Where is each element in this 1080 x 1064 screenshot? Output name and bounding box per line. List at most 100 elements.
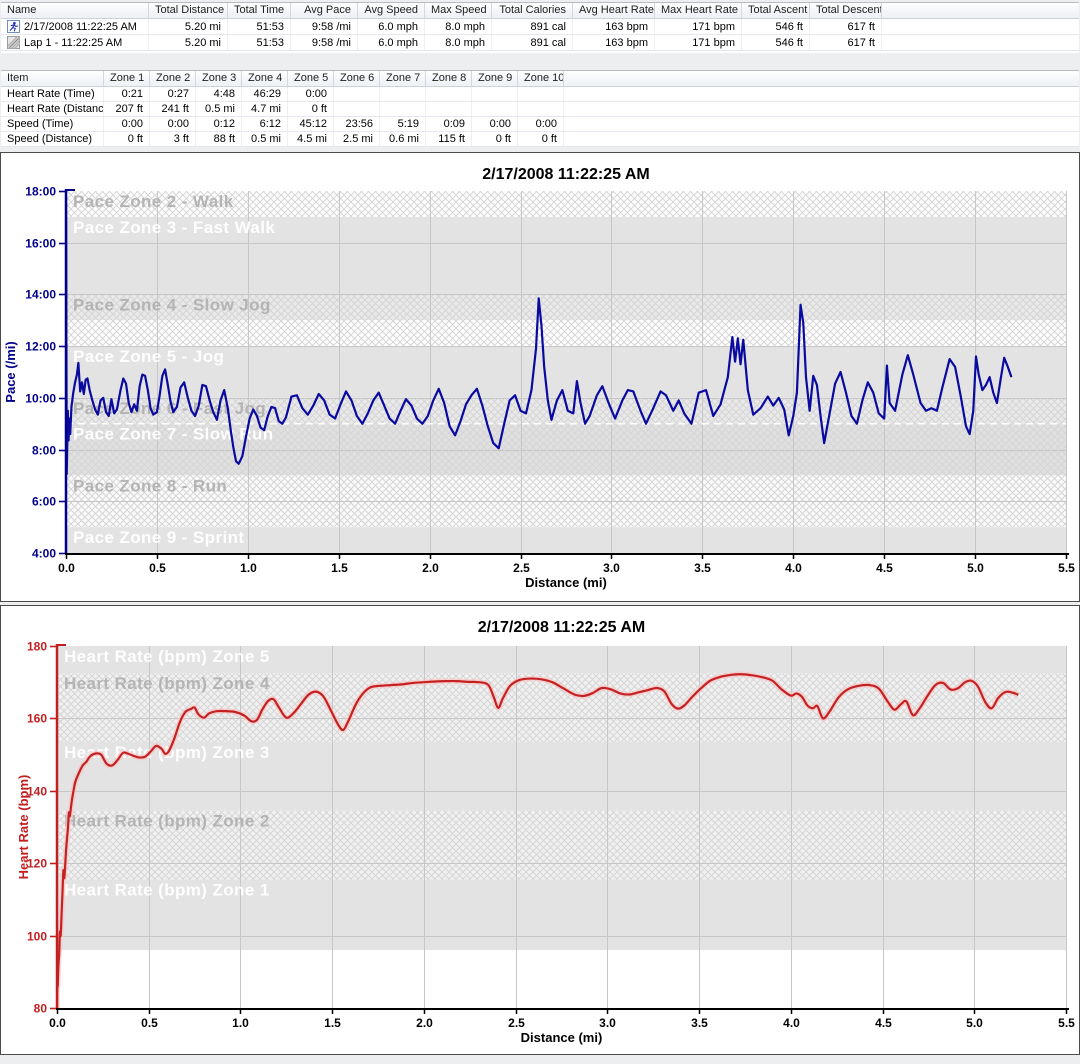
x-tick-label: 5.0 <box>967 561 984 575</box>
table-cell <box>334 102 380 116</box>
table-cell: 0:09 <box>426 117 472 131</box>
table-cell: 617 ft <box>810 19 882 34</box>
column-header[interactable]: Zone 8 <box>426 71 472 86</box>
column-header[interactable]: Zone 10 <box>518 71 564 86</box>
table-cell-text: 0:12 <box>214 118 235 130</box>
table-cell-text: 0.5 mi <box>251 133 281 145</box>
zone-label: Pace Zone 9 - Sprint <box>73 528 244 547</box>
y-axis-title: Heart Rate (bpm) <box>16 775 31 880</box>
x-tick-label: 2.0 <box>422 561 439 575</box>
table-row[interactable]: Heart Rate (Time)0:210:274:4846:290:00 <box>1 87 1079 102</box>
table-cell: 23:56 <box>334 117 380 131</box>
x-tick-label: 1.5 <box>324 1016 341 1030</box>
table-cell-text: Heart Rate (Time) <box>7 88 95 100</box>
column-header[interactable]: Total Distance <box>149 3 228 18</box>
column-header[interactable]: Avg Speed <box>358 3 425 18</box>
table-cell: 115 ft <box>426 132 472 146</box>
table-cell-text: 0:00 <box>306 88 327 100</box>
heart-rate-chart-svg: Heart Rate (bpm) Zone 5Heart Rate (bpm) … <box>1 606 1079 1054</box>
column-header[interactable]: Zone 1 <box>104 71 150 86</box>
table-cell <box>426 87 472 101</box>
column-header[interactable]: Total Time <box>228 3 291 18</box>
table-cell-text: 8.0 mph <box>445 37 485 49</box>
table-cell: 0:00 <box>518 117 564 131</box>
lap-icon <box>7 36 20 49</box>
y-tick-label: 10:00 <box>25 392 56 406</box>
x-tick-label: 1.0 <box>232 1016 249 1030</box>
table-header-row: NameTotal DistanceTotal TimeAvg PaceAvg … <box>1 3 1079 19</box>
column-header[interactable]: Zone 4 <box>242 71 288 86</box>
column-header[interactable]: Name <box>1 3 149 18</box>
table-cell-text: 617 ft <box>847 21 875 33</box>
table-cell <box>426 102 472 116</box>
column-header[interactable]: Total Calories <box>492 3 573 18</box>
table-cell: 0 ft <box>472 132 518 146</box>
table-cell-text: 23:56 <box>345 118 373 130</box>
column-header[interactable]: Total Descent <box>810 3 882 18</box>
table-cell: 0 ft <box>104 132 150 146</box>
y-tick-label: 80 <box>34 1002 48 1016</box>
table-cell: 0:00 <box>288 87 334 101</box>
table-row[interactable]: Lap 1 - 11:22:25 AM5.20 mi51:539:58 /mi6… <box>1 35 1079 51</box>
table-cell-text: 5.20 mi <box>185 37 221 49</box>
table-cell-filler <box>564 102 1079 116</box>
table-cell-filler <box>564 87 1079 101</box>
table-cell-text: 0.5 mi <box>205 103 235 115</box>
table-cell-text: 0 ft <box>542 133 557 145</box>
y-tick-label: 160 <box>27 712 47 726</box>
table-cell <box>380 102 426 116</box>
table-cell: Speed (Time) <box>1 117 104 131</box>
column-header[interactable]: Zone 5 <box>288 71 334 86</box>
table-cell: 163 bpm <box>573 35 655 50</box>
table-row[interactable]: Heart Rate (Distance)207 ft241 ft0.5 mi4… <box>1 102 1079 117</box>
x-tick-label: 4.0 <box>783 1016 800 1030</box>
x-tick-label: 2.0 <box>416 1016 433 1030</box>
table-cell-text: 546 ft <box>775 21 803 33</box>
x-tick-label: 3.0 <box>599 1016 616 1030</box>
column-header[interactable]: Item <box>1 71 104 86</box>
x-tick-label: 1.5 <box>331 561 348 575</box>
table-cell-text: 0 ft <box>312 103 327 115</box>
table-row[interactable]: Speed (Distance)0 ft3 ft88 ft0.5 mi4.5 m… <box>1 132 1079 147</box>
table-cell: 171 bpm <box>655 19 742 34</box>
table-cell-text: 8.0 mph <box>445 21 485 33</box>
table-row[interactable]: 2/17/2008 11:22:25 AM5.20 mi51:539:58 /m… <box>1 19 1079 35</box>
column-header[interactable]: Avg Heart Rate <box>573 3 655 18</box>
y-tick-label: 6:00 <box>32 495 56 509</box>
column-header[interactable]: Zone 7 <box>380 71 426 86</box>
column-header[interactable]: Zone 2 <box>150 71 196 86</box>
y-tick-label: 180 <box>27 640 47 654</box>
column-header[interactable]: Avg Pace <box>291 3 358 18</box>
table-cell-text: 207 ft <box>115 103 143 115</box>
y-tick-label: 14:00 <box>25 288 56 302</box>
table-cell: 8.0 mph <box>425 19 492 34</box>
table-cell: 45:12 <box>288 117 334 131</box>
column-header[interactable]: Zone 9 <box>472 71 518 86</box>
table-cell: 546 ft <box>742 35 810 50</box>
table-cell-text: 0:00 <box>122 118 143 130</box>
table-cell-text: 0.6 mi <box>389 133 419 145</box>
zone-label: Heart Rate (bpm) Zone 2 <box>64 812 270 831</box>
column-header[interactable]: Zone 3 <box>196 71 242 86</box>
table-row[interactable]: Speed (Time) 0:00 0:00 0:12 6:1245:12 23:56 5:… <box>1 117 1079 132</box>
y-tick-label: 18:00 <box>25 185 56 199</box>
table-cell: 891 cal <box>492 35 573 50</box>
table-cell: 2.5 mi <box>334 132 380 146</box>
column-header[interactable]: Total Ascent <box>742 3 810 18</box>
column-header[interactable]: Max Heart Rate <box>655 3 742 18</box>
x-tick-label: 5.5 <box>1058 1016 1075 1030</box>
table-cell: 163 bpm <box>573 19 655 34</box>
table-cell-text: 0 ft <box>128 133 143 145</box>
x-tick-label: 1.0 <box>240 561 257 575</box>
table-cell-text: 163 bpm <box>605 21 648 33</box>
table-cell-text: 2.5 mi <box>343 133 373 145</box>
table-cell: 6:12 <box>242 117 288 131</box>
column-header[interactable]: Zone 6 <box>334 71 380 86</box>
y-axis-title: Pace (/mi) <box>3 341 18 402</box>
table-cell: 617 ft <box>810 35 882 50</box>
table-cell-text: 241 ft <box>161 103 189 115</box>
table-cell-text: Speed (Distance) <box>7 133 92 145</box>
table-cell-text: 6.0 mph <box>378 37 418 49</box>
table-cell-text: 5:19 <box>398 118 419 130</box>
column-header[interactable]: Max Speed <box>425 3 492 18</box>
